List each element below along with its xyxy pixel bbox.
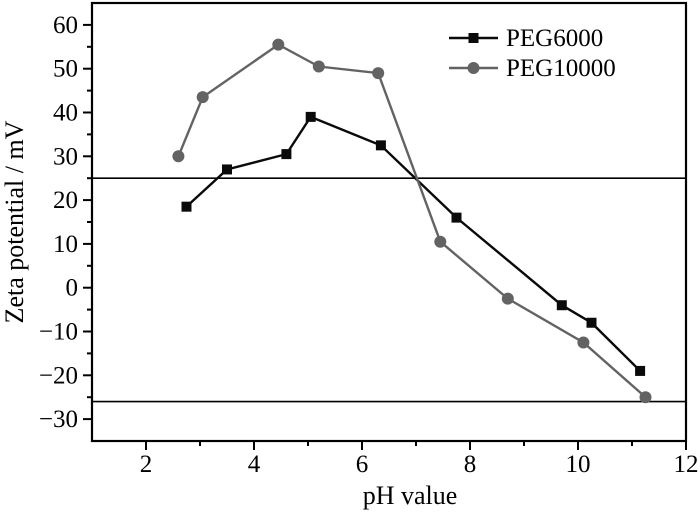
y-tick-label: −10 [39, 319, 78, 346]
series-PEG10000-marker [501, 292, 514, 305]
series-PEG6000-marker [635, 365, 646, 376]
series-PEG10000-marker [372, 67, 385, 80]
y-tick-label: 60 [53, 12, 78, 39]
y-tick-label: 50 [53, 56, 78, 83]
series-PEG6000-marker [586, 317, 597, 328]
series-PEG10000-marker [577, 336, 590, 349]
x-tick-label: 12 [674, 451, 699, 478]
x-tick-label: 10 [566, 451, 591, 478]
series-PEG10000-marker [172, 150, 185, 163]
legend-square-icon [468, 33, 479, 43]
series-PEG6000-line [185, 115, 641, 372]
legend-circle-icon [467, 62, 480, 74]
series-PEG6000-marker [222, 164, 232, 175]
y-tick-label: 20 [53, 187, 78, 214]
x-tick-label: 8 [464, 451, 477, 478]
x-axis-title: pH value [363, 481, 458, 510]
series-PEG6000-marker [556, 300, 567, 311]
legend-label-PEG6000: PEG6000 [506, 25, 603, 52]
series-PEG10000-marker [639, 391, 652, 404]
series-PEG6000-marker [305, 111, 316, 122]
series-PEG6000-marker [281, 149, 292, 160]
series-PEG10000-line [177, 43, 647, 399]
series-PEG6000-marker [375, 140, 386, 151]
y-tick-label: 30 [53, 143, 78, 170]
x-tick-label: 4 [248, 451, 261, 478]
y-tick-label: 0 [66, 275, 79, 302]
series-PEG10000-marker [196, 91, 209, 104]
y-tick-label: 40 [53, 100, 78, 127]
y-axis-title: Zeta potential / mV [0, 120, 29, 323]
x-tick-label: 6 [356, 451, 369, 478]
y-tick-label: 10 [53, 231, 78, 258]
series-PEG10000-marker [272, 38, 285, 51]
series-PEG10000-marker [312, 60, 325, 73]
series-PEG6000-marker [451, 212, 462, 223]
y-tick-label: −30 [39, 406, 78, 433]
legend-label-PEG10000: PEG10000 [506, 55, 616, 82]
series-PEG10000-marker [434, 235, 447, 248]
x-tick-label: 2 [140, 451, 153, 478]
y-tick-label: −20 [39, 362, 78, 389]
series-PEG6000-marker [181, 201, 192, 212]
